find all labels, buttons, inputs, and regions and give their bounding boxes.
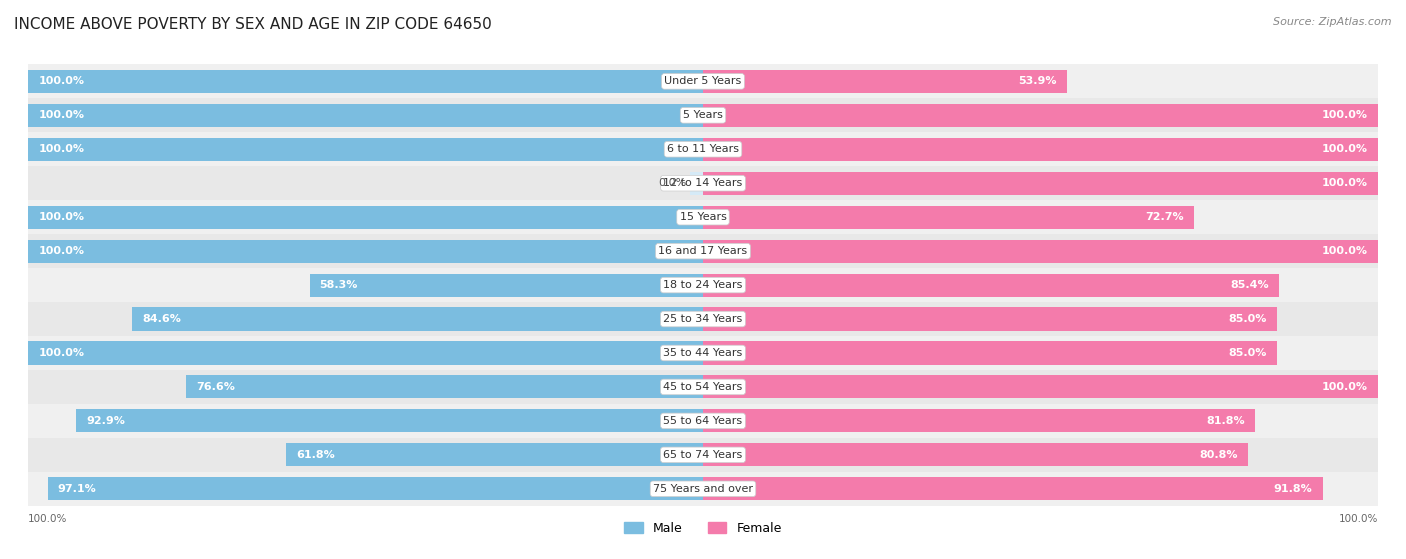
Bar <box>28 370 1378 404</box>
Text: 12 to 14 Years: 12 to 14 Years <box>664 178 742 188</box>
Bar <box>28 200 1378 234</box>
Bar <box>28 98 1378 132</box>
Text: 91.8%: 91.8% <box>1274 484 1312 494</box>
Text: 45 to 54 Years: 45 to 54 Years <box>664 382 742 392</box>
Bar <box>28 166 1378 200</box>
Text: 76.6%: 76.6% <box>197 382 235 392</box>
Bar <box>28 70 703 93</box>
Bar <box>703 104 1378 127</box>
Bar <box>28 404 1378 438</box>
Legend: Male, Female: Male, Female <box>619 517 787 540</box>
Text: 72.7%: 72.7% <box>1144 212 1184 222</box>
Bar <box>28 438 1378 472</box>
Bar <box>28 240 703 263</box>
Bar <box>703 443 1249 466</box>
Text: 53.9%: 53.9% <box>1018 77 1057 87</box>
Bar <box>703 206 1194 229</box>
Text: 18 to 24 Years: 18 to 24 Years <box>664 280 742 290</box>
Bar <box>28 138 703 161</box>
Text: 100.0%: 100.0% <box>1322 144 1368 154</box>
Text: 25 to 34 Years: 25 to 34 Years <box>664 314 742 324</box>
Bar <box>48 477 703 500</box>
Text: 100.0%: 100.0% <box>38 77 84 87</box>
Bar <box>28 472 1378 506</box>
Text: 5 Years: 5 Years <box>683 110 723 120</box>
Bar <box>28 206 703 229</box>
Bar <box>703 273 1279 297</box>
Bar <box>703 70 1067 93</box>
Text: 15 Years: 15 Years <box>679 212 727 222</box>
Bar <box>28 104 703 127</box>
Bar <box>703 477 1323 500</box>
Text: 100.0%: 100.0% <box>1322 246 1368 256</box>
Bar <box>28 268 1378 302</box>
Text: 97.1%: 97.1% <box>58 484 97 494</box>
Text: 85.0%: 85.0% <box>1229 348 1267 358</box>
Bar <box>689 172 703 195</box>
Bar <box>28 64 1378 98</box>
Bar <box>703 172 1378 195</box>
Text: 100.0%: 100.0% <box>38 348 84 358</box>
Bar <box>309 273 703 297</box>
Text: Under 5 Years: Under 5 Years <box>665 77 741 87</box>
Text: 85.0%: 85.0% <box>1229 314 1267 324</box>
Bar <box>703 240 1378 263</box>
Text: 35 to 44 Years: 35 to 44 Years <box>664 348 742 358</box>
Text: 100.0%: 100.0% <box>38 144 84 154</box>
Bar <box>28 336 1378 370</box>
Text: 65 to 74 Years: 65 to 74 Years <box>664 450 742 460</box>
Text: 55 to 64 Years: 55 to 64 Years <box>664 416 742 426</box>
Bar <box>285 443 703 466</box>
Text: 84.6%: 84.6% <box>142 314 181 324</box>
Bar <box>703 376 1378 399</box>
Text: 6 to 11 Years: 6 to 11 Years <box>666 144 740 154</box>
Text: 100.0%: 100.0% <box>28 514 67 524</box>
Text: 58.3%: 58.3% <box>319 280 359 290</box>
Bar <box>703 409 1256 433</box>
Text: 100.0%: 100.0% <box>38 246 84 256</box>
Bar <box>28 234 1378 268</box>
Text: 100.0%: 100.0% <box>38 110 84 120</box>
Text: 100.0%: 100.0% <box>1322 178 1368 188</box>
Bar <box>76 409 703 433</box>
Text: 75 Years and over: 75 Years and over <box>652 484 754 494</box>
Text: 100.0%: 100.0% <box>1322 110 1368 120</box>
Text: 100.0%: 100.0% <box>1339 514 1378 524</box>
Bar <box>703 307 1277 330</box>
Bar <box>28 132 1378 166</box>
Text: 85.4%: 85.4% <box>1230 280 1270 290</box>
Bar <box>28 342 703 364</box>
Text: Source: ZipAtlas.com: Source: ZipAtlas.com <box>1274 17 1392 27</box>
Bar <box>28 302 1378 336</box>
Bar <box>703 138 1378 161</box>
Text: 80.8%: 80.8% <box>1199 450 1239 460</box>
Text: 0.0%: 0.0% <box>658 178 686 188</box>
Text: 81.8%: 81.8% <box>1206 416 1244 426</box>
Text: 100.0%: 100.0% <box>1322 382 1368 392</box>
Bar <box>132 307 703 330</box>
Bar <box>703 342 1277 364</box>
Text: 61.8%: 61.8% <box>297 450 335 460</box>
Text: 92.9%: 92.9% <box>86 416 125 426</box>
Bar <box>186 376 703 399</box>
Text: 100.0%: 100.0% <box>38 212 84 222</box>
Text: 16 and 17 Years: 16 and 17 Years <box>658 246 748 256</box>
Text: INCOME ABOVE POVERTY BY SEX AND AGE IN ZIP CODE 64650: INCOME ABOVE POVERTY BY SEX AND AGE IN Z… <box>14 17 492 32</box>
